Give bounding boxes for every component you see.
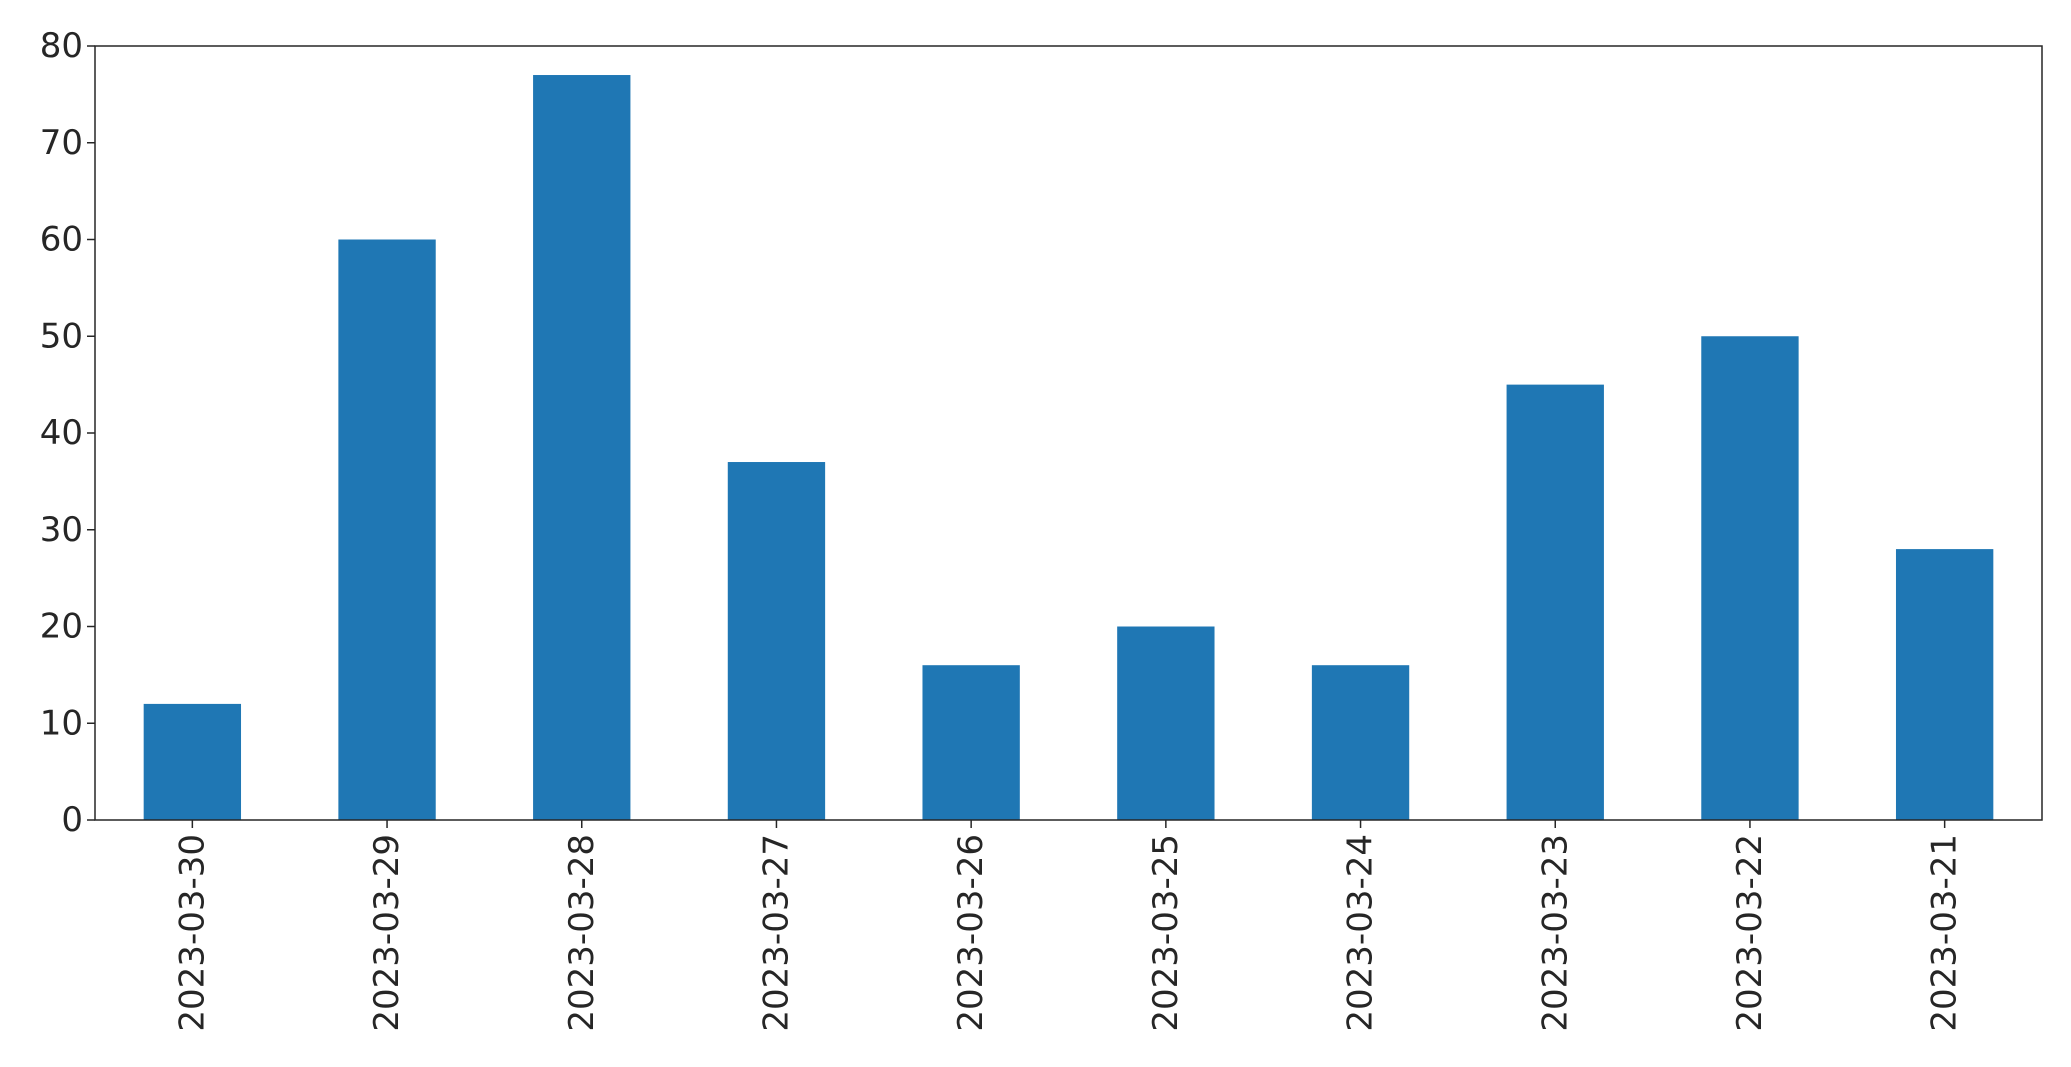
y-tick-label: 60 [40,220,83,260]
bar [727,462,826,820]
y-tick-label: 70 [40,123,83,163]
y-tick-label: 10 [40,703,83,743]
x-tick-label: 2023-03-26 [951,834,991,1032]
y-tick-label: 40 [40,413,83,453]
x-tick-label: 2023-03-23 [1535,834,1575,1032]
x-tick-label: 2023-03-24 [1341,834,1381,1032]
bar [1117,626,1215,820]
y-tick-label: 80 [40,26,83,66]
y-tick-label: 0 [61,800,83,840]
bar [143,703,242,820]
bar [1701,336,1799,820]
x-tick-label: 2023-03-29 [367,834,407,1032]
x-tick-label: 2023-03-22 [1730,834,1770,1032]
x-tick-label: 2023-03-25 [1146,834,1186,1032]
bars-group [143,75,1994,820]
y-tick-label: 20 [40,607,83,647]
y-axis: 0 10 20 30 40 50 60 70 80 [40,26,95,840]
bar [1311,665,1410,820]
x-tick-label: 2023-03-30 [172,834,212,1032]
x-tick-label: 2023-03-28 [562,834,602,1032]
plot-frame [94,45,2043,821]
x-tick-label: 2023-03-21 [1925,834,1965,1032]
bar [533,75,631,820]
x-tick-label: 2023-03-27 [756,834,796,1032]
bar [1895,549,1994,820]
y-tick-label: 50 [40,316,83,356]
bar [1506,384,1604,820]
bar [922,665,1020,820]
bar [338,239,436,820]
y-tick-label: 30 [40,510,83,550]
x-axis: 2023-03-30 2023-03-29 2023-03-28 2023-03-27… [172,820,1965,1032]
